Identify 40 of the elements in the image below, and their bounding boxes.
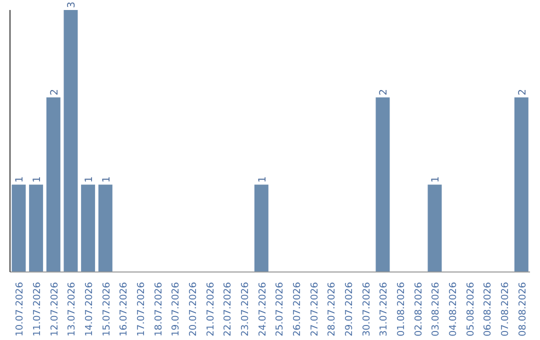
x-tick-label: 01.08.2026 — [396, 282, 407, 336]
x-tick-label: 10.07.2026 — [14, 282, 26, 336]
x-tick-label: 20.07.2026 — [188, 282, 199, 336]
x-tick-label: 24.07.2026 — [257, 282, 268, 336]
data-label: 1 — [101, 176, 112, 183]
x-tick-label: 29.07.2026 — [344, 282, 355, 336]
x-tick-label: 25.07.2026 — [274, 282, 286, 336]
data-label: 1 — [257, 176, 268, 183]
x-tick-label: 03.08.2026 — [430, 282, 442, 336]
x-tick-label: 15.07.2026 — [101, 282, 112, 336]
x-tick-label: 11.07.2026 — [32, 282, 43, 336]
data-label: 1 — [14, 176, 26, 183]
x-tick-label: 04.08.2026 — [448, 282, 459, 336]
x-tick-label: 02.08.2026 — [413, 282, 424, 336]
x-tick-label: 31.07.2026 — [378, 282, 390, 336]
x-tick-label: 05.08.2026 — [465, 282, 476, 336]
x-tick-label: 23.07.2026 — [240, 282, 251, 336]
x-tick-label: 21.07.2026 — [205, 282, 216, 336]
x-tick-label: 18.07.2026 — [153, 282, 164, 336]
x-tick-label: 08.08.2026 — [517, 282, 528, 336]
x-tick-label: 13.07.2026 — [66, 282, 78, 336]
x-tick-label: 14.07.2026 — [84, 282, 95, 336]
x-tick-label: 26.07.2026 — [292, 282, 303, 336]
x-tick-label: 12.07.2026 — [49, 282, 60, 336]
data-label: 2 — [378, 88, 390, 96]
data-label: 2 — [517, 88, 528, 96]
x-tick-label: 27.07.2026 — [309, 282, 320, 336]
x-tick-label: 22.07.2026 — [222, 282, 234, 336]
data-label: 1 — [32, 176, 44, 183]
x-tick-label: 17.07.2026 — [136, 282, 147, 336]
data-label: 3 — [66, 2, 78, 8]
x-tick-label: 30.07.2026 — [361, 282, 372, 336]
x-tick-label: 06.08.2026 — [482, 282, 494, 336]
data-label: 2 — [49, 88, 60, 96]
x-tick-label: 07.08.2026 — [500, 282, 511, 336]
x-tick-label: 28.07.2026 — [326, 282, 338, 336]
data-label: 1 — [430, 176, 442, 183]
data-label: 1 — [84, 176, 96, 183]
x-tick-label: 16.07.2026 — [118, 282, 130, 336]
x-tick-label: 19.07.2026 — [170, 282, 182, 336]
